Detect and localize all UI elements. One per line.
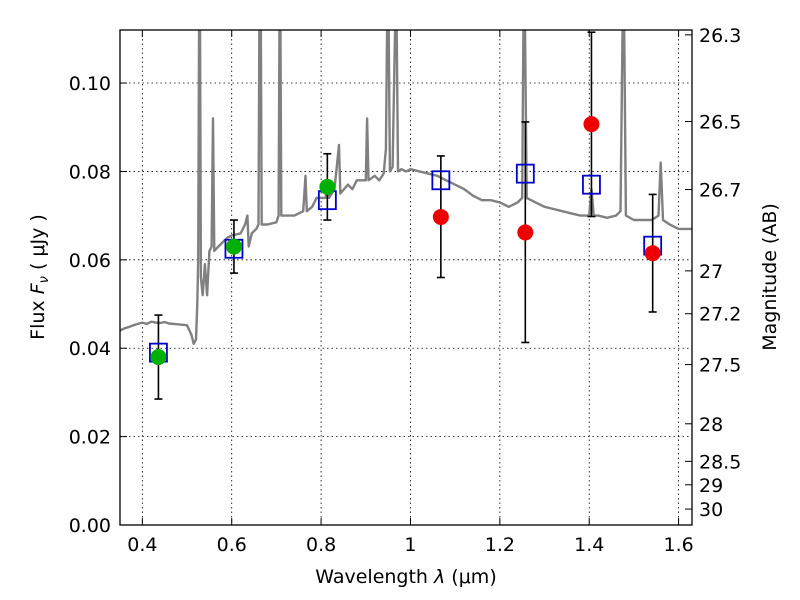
- y-tick-label: 0.02: [69, 427, 111, 449]
- plot-background: [120, 30, 692, 525]
- x-tick-label: 1: [404, 534, 416, 556]
- y-axis-ticks: 0.00 0.02 0.04 0.06 0.08 0.10: [69, 73, 127, 537]
- green-point: [319, 178, 336, 195]
- magnitude-axis-label: Magnitude (AB): [759, 203, 781, 351]
- magnitude-tick-label: 27.2: [699, 304, 741, 326]
- x-tick-label: 0.6: [217, 534, 247, 556]
- x-tick-label: 0.8: [306, 534, 336, 556]
- y-tick-label: 0.04: [69, 338, 111, 360]
- magnitude-tick-label: 26.5: [699, 111, 741, 133]
- red-point: [583, 116, 600, 133]
- magnitude-tick-label: 26.7: [699, 180, 741, 202]
- magnitude-tick-label: 27.5: [699, 355, 741, 377]
- green-point: [225, 238, 242, 255]
- x-tick-label: 1.6: [663, 534, 693, 556]
- red-point: [644, 245, 661, 262]
- y-tick-label: 0.10: [69, 73, 111, 95]
- x-axis-label: Wavelength λ (μm): [315, 566, 496, 588]
- model-box: [431, 170, 451, 191]
- red-point: [517, 224, 534, 241]
- magnitude-tick-label: 29: [699, 475, 723, 497]
- y-axis-label: Flux Fν ( μJy ): [27, 214, 52, 340]
- model-box: [582, 174, 601, 195]
- y-tick-label: 0.08: [69, 161, 111, 183]
- x-tick-label: 1.4: [574, 534, 604, 556]
- red-point: [432, 208, 449, 225]
- magnitude-tick-label: 28: [699, 414, 723, 436]
- magnitude-tick-label: 26.3: [699, 25, 741, 47]
- observed-points: [150, 116, 661, 366]
- x-axis-ticks: 0.4 0.6 0.8 1 1.2 1.4 1.6: [127, 30, 694, 556]
- magnitude-tick-label: 30: [699, 499, 723, 521]
- plot-frame: [119, 29, 693, 526]
- y-tick-label: 0.00: [69, 515, 111, 537]
- model-spectrum: [120, 30, 692, 345]
- magnitude-tick-label: 28.5: [699, 451, 741, 473]
- y-tick-label: 0.06: [69, 250, 111, 272]
- x-tick-label: 0.4: [127, 534, 157, 556]
- magnitude-tick-label: 27: [699, 261, 723, 283]
- green-point: [150, 349, 167, 366]
- model-spectrum-line: [120, 30, 692, 345]
- x-tick-label: 1.2: [485, 534, 515, 556]
- model-box: [515, 163, 535, 184]
